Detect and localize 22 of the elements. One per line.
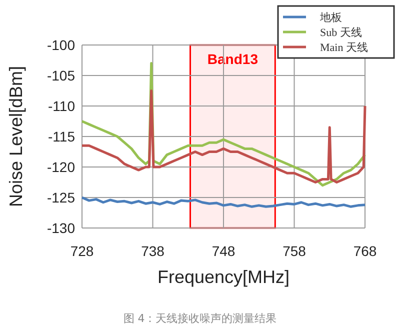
x-axis-title: Frequency[MHz] <box>157 267 290 287</box>
x-tick-label: 758 <box>282 243 306 259</box>
legend-label: Main 天线 <box>320 41 368 54</box>
line-series <box>80 196 366 208</box>
band-label: Band13 <box>207 51 258 67</box>
y-tick-label: -130 <box>46 220 76 236</box>
legend-label: Sub 天线 <box>320 26 362 39</box>
y-tick-label: -105 <box>46 68 76 84</box>
y-tick-label: -120 <box>46 159 76 175</box>
caption: 图 4：天线接收噪声的测量结果 <box>123 312 277 325</box>
band: Band13 <box>190 44 276 229</box>
y-tick-label: -125 <box>46 190 76 206</box>
line-series <box>80 90 366 184</box>
y-tick-label: -100 <box>46 37 76 53</box>
y-tick-label: -110 <box>48 98 76 114</box>
y-tick-label: -115 <box>48 128 76 144</box>
x-tick-label: 738 <box>141 243 165 259</box>
legend-label: 地板 <box>319 11 342 24</box>
x-tick-label: 768 <box>353 243 377 259</box>
y-axis-title: Noise Level[dBm] <box>6 66 26 208</box>
x-tick-label: 728 <box>70 243 94 259</box>
x-tick-label: 748 <box>212 243 236 259</box>
